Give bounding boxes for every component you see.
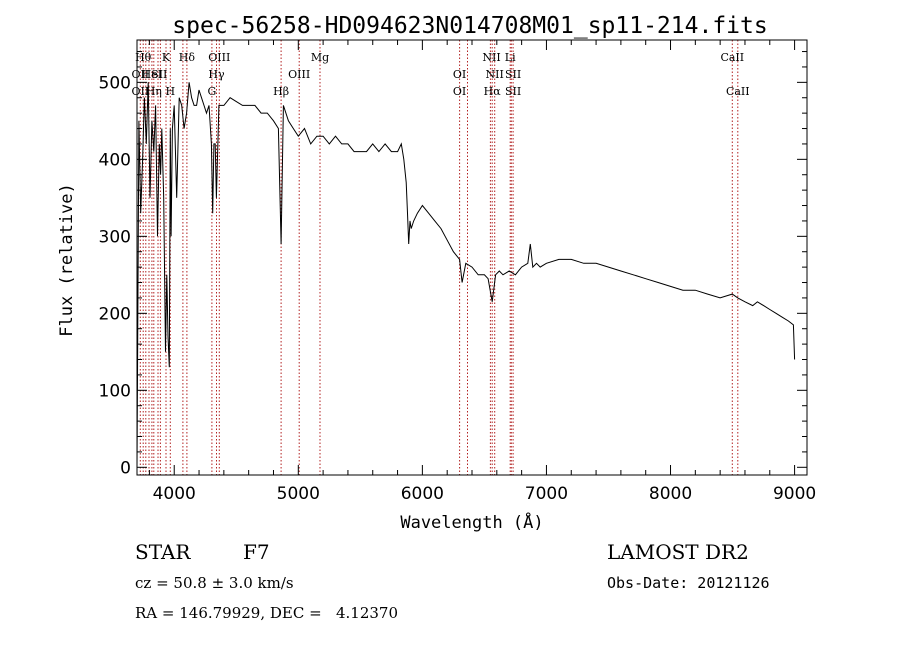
y-axis-label: Flux (relative) [57, 183, 77, 337]
x-axis-label: Wavelength (Å) [400, 511, 543, 533]
x-tick-label: 6000 [401, 484, 444, 504]
line-annotation-label: G [208, 85, 217, 98]
y-tick-label: 100 [99, 381, 131, 401]
line-annotation-label: CaII [726, 85, 750, 98]
line-annotation-label: Hα [484, 85, 502, 98]
line-annotation-label: HeI [142, 68, 162, 81]
object-subclass: F7 [243, 540, 270, 564]
coordinates: RA = 146.79929, DEC = 4.12370 [135, 604, 399, 622]
x-tick-label: 5000 [277, 484, 320, 504]
line-annotation-label: Hη [146, 85, 162, 98]
line-annotation-label: SII [505, 68, 521, 81]
y-tick-label: 0 [120, 458, 131, 478]
line-annotation-label: Hθ [135, 51, 152, 64]
x-tick-label: 4000 [153, 484, 196, 504]
line-annotation-label: OI [453, 85, 466, 98]
line-annotation-label: OIII [288, 68, 310, 81]
y-tick-label: 500 [99, 73, 131, 93]
line-annotation-label: OII [131, 85, 149, 98]
line-annotation-label: OIII [208, 51, 230, 64]
line-annotation-label: Li [505, 51, 516, 64]
y-tick-label: 400 [99, 150, 131, 170]
observation-date: Obs-Date: 20121126 [607, 574, 770, 592]
line-annotation-label: NII [482, 51, 500, 64]
emission-line-markers [139, 40, 739, 475]
y-tick-label: 300 [99, 227, 131, 247]
line-annotation-label: H [166, 85, 176, 98]
survey-name: LAMOST DR2 [607, 540, 749, 564]
x-tick-label: 9000 [773, 484, 816, 504]
x-tick-label: 8000 [649, 484, 692, 504]
x-axis-ticks: 4000 5000 6000 7000 8000 9000 [148, 40, 816, 504]
plot-frame [136, 39, 808, 476]
line-annotation-label: Hβ [273, 85, 289, 98]
line-annotation-label: Hγ [208, 68, 225, 81]
object-type: STAR [135, 540, 191, 564]
line-annotation-label: OI [453, 68, 466, 81]
line-annotation-label: SII [505, 85, 521, 98]
y-tick-label: 200 [99, 304, 131, 324]
x-tick-label: 7000 [525, 484, 568, 504]
y-axis-ticks: 0 100 200 300 400 500 [99, 51, 807, 478]
line-annotation-label: NII [486, 68, 504, 81]
line-annotation-label: SII [151, 68, 167, 81]
line-annotation-label: OII [131, 68, 149, 81]
line-annotation-label: K [162, 51, 171, 64]
spectrum-line [136, 82, 796, 468]
line-annotation-label: Hδ [179, 51, 196, 64]
chart-title: spec-56258-HD094623N014708M01_sp11-214.f… [172, 13, 767, 39]
line-annotation-label: CaII [720, 51, 744, 64]
line-annotation-label: Mg [311, 51, 329, 64]
redshift-cz: cz = 50.8 ± 3.0 km/s [135, 574, 294, 592]
